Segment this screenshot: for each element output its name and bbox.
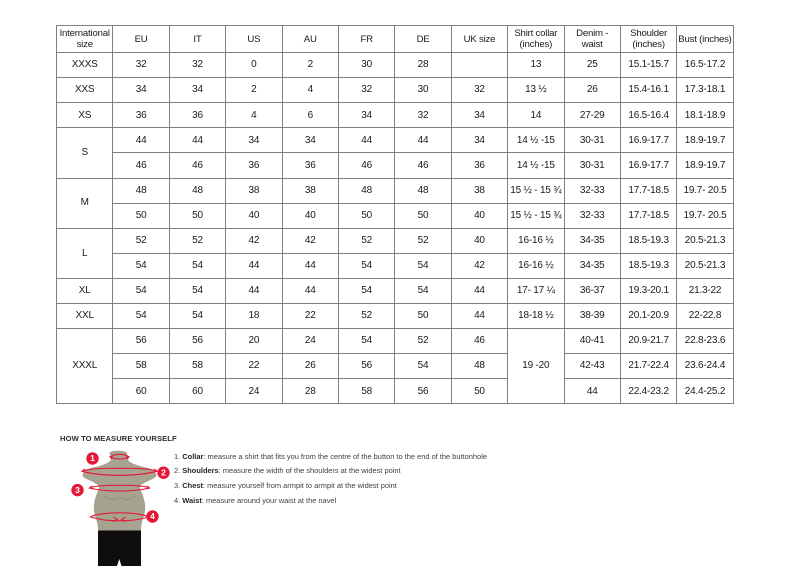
svg-text:1: 1 (90, 453, 95, 463)
svg-text:4: 4 (150, 511, 155, 521)
svg-text:3: 3 (75, 485, 80, 495)
svg-text:2: 2 (161, 467, 166, 477)
